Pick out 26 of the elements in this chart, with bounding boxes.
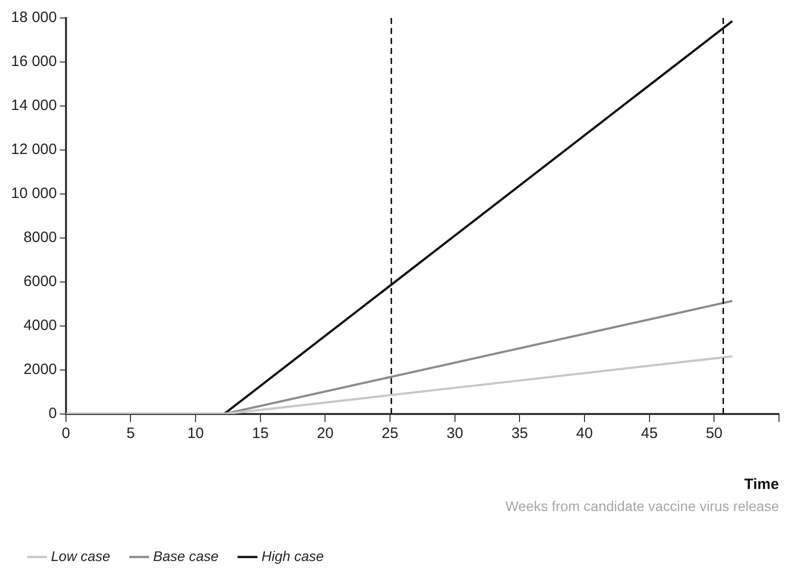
- x-tick-label: 10: [187, 425, 204, 442]
- y-tick-label: 8000: [24, 229, 57, 246]
- y-tick-label: 14 000: [10, 97, 57, 114]
- x-tick-label: 15: [252, 425, 269, 442]
- legend-label: High case: [262, 548, 324, 564]
- x-tick-label: 35: [511, 425, 528, 442]
- legend-label: Base case: [153, 548, 219, 564]
- y-tick-label: 18 000: [10, 9, 57, 26]
- y-tick-label: 16 000: [10, 53, 57, 70]
- x-tick-label: 45: [641, 425, 658, 442]
- x-tick-label: 0: [62, 425, 70, 442]
- y-tick-label: 6000: [24, 273, 57, 290]
- x-tick-label: 5: [126, 425, 135, 442]
- y-tick-label: 12 000: [10, 141, 57, 158]
- y-tick-label: 10 000: [10, 185, 57, 202]
- x-tick-label: 40: [576, 425, 593, 442]
- x-tick-label: 20: [316, 425, 334, 442]
- y-tick-label: 0: [48, 405, 57, 422]
- y-tick-label: 4000: [24, 317, 57, 334]
- x-tick-label: 25: [382, 425, 398, 442]
- x-tick-label: 30: [446, 425, 464, 442]
- y-tick-label: 2000: [24, 361, 57, 378]
- x-axis-title: Time: [744, 476, 779, 494]
- legend-label: Low case: [51, 548, 110, 564]
- text: Weeks from candidate vaccine virus release: [505, 498, 780, 514]
- x-tick-label: 50: [706, 425, 723, 442]
